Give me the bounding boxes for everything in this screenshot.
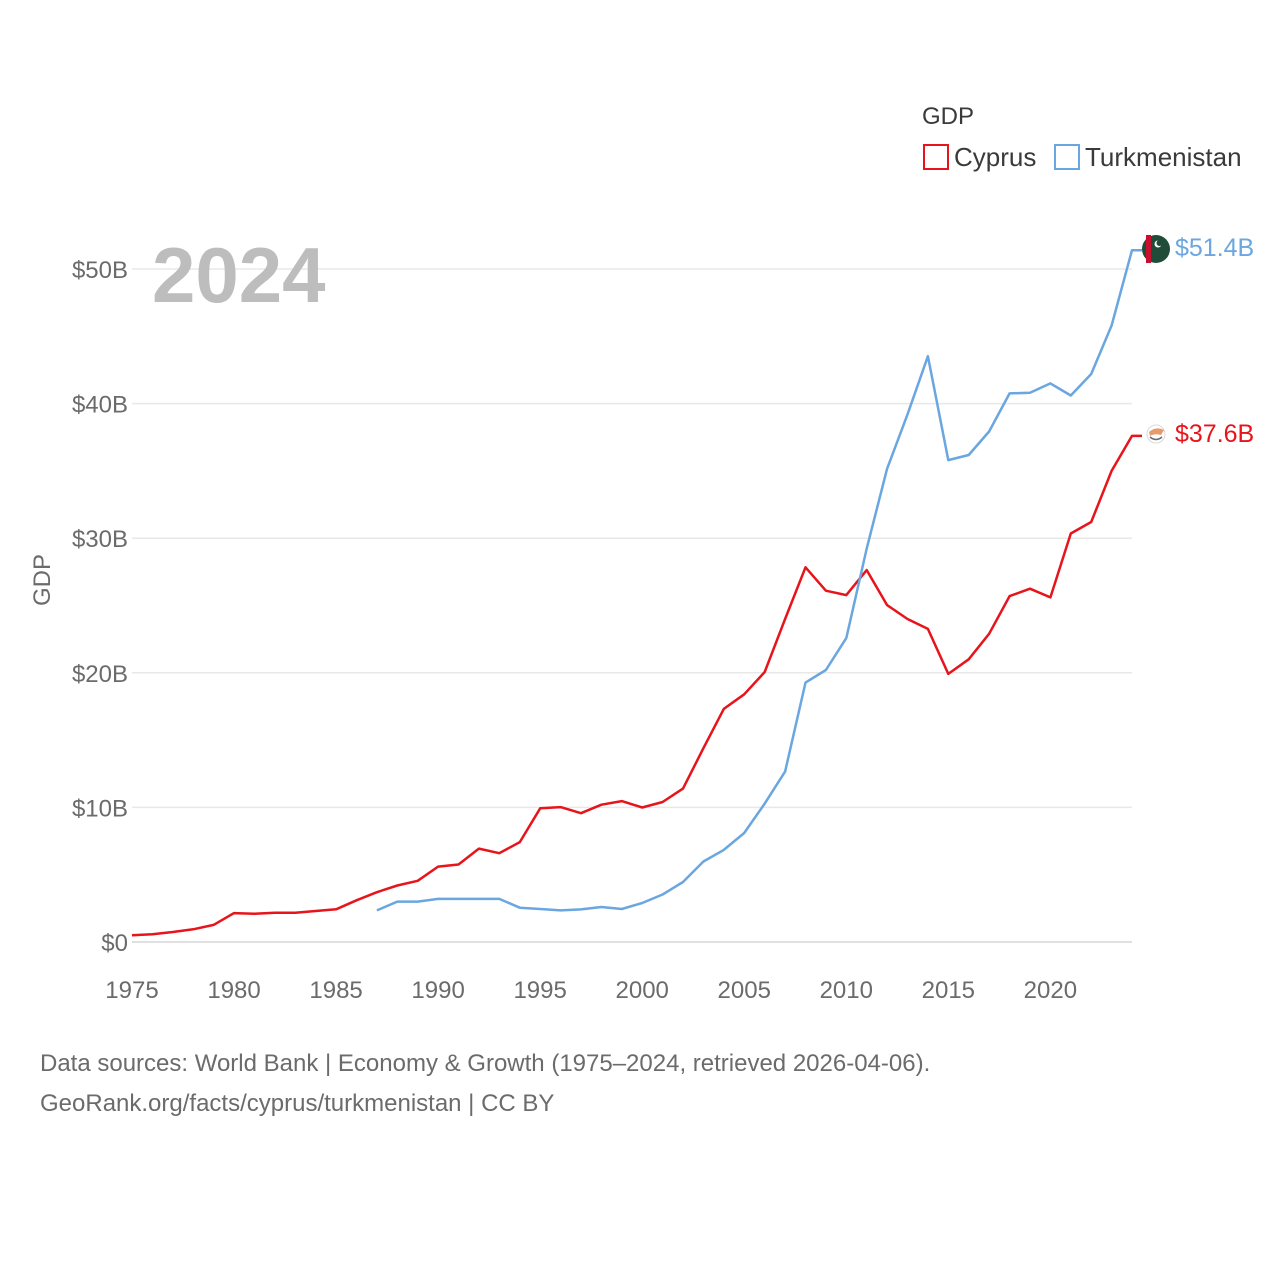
legend-swatch-turkmenistan[interactable]	[1054, 144, 1080, 170]
legend-swatch-cyprus[interactable]	[923, 144, 949, 170]
y-tick-label: $10B	[72, 795, 128, 822]
y-tick-label: $50B	[72, 257, 128, 284]
source-line-2[interactable]: GeoRank.org/facts/cyprus/turkmenistan | …	[40, 1090, 555, 1117]
legend: GDP Cyprus Turkmenistan	[922, 103, 1242, 172]
end-label-turkmenistan: $51.4B	[1175, 234, 1254, 262]
turkmenistan-flag-icon	[1142, 235, 1170, 263]
x-tick-label: 2000	[616, 977, 669, 1004]
y-tick-label: $40B	[72, 392, 128, 419]
grid-lines	[132, 268, 1132, 943]
series-line-cyprus[interactable]	[131, 434, 1142, 937]
source-credit: Data sources: World Bank | Economy & Gro…	[40, 1044, 930, 1124]
end-label-cyprus: $37.6B	[1175, 420, 1254, 448]
x-tick-label: 2005	[718, 977, 771, 1004]
gdp-line-chart: $0$10B$20B$30B$40B$50B 1975 1980 1985 1990 1…	[29, 103, 1254, 1004]
x-tick-label: 2020	[1024, 977, 1077, 1004]
x-tick-label: 1985	[309, 977, 362, 1004]
series-line-turkmenistan[interactable]	[376, 248, 1142, 912]
y-axis-label: GDP	[29, 554, 56, 606]
x-axis-ticks: 1975 1980 1985 1990 1995 2000 2005 2010 2015 2020	[105, 977, 1077, 1004]
legend-title: GDP	[922, 103, 974, 130]
current-year-label: 2024	[152, 231, 326, 319]
x-tick-label: 1975	[105, 977, 158, 1004]
series-lines	[131, 248, 1142, 937]
cyprus-flag-icon	[1146, 424, 1166, 444]
y-tick-label: $30B	[72, 526, 128, 553]
source-line-1: Data sources: World Bank | Economy & Gro…	[40, 1050, 931, 1077]
x-tick-label: 2015	[922, 977, 975, 1004]
legend-label-turkmenistan[interactable]: Turkmenistan	[1085, 142, 1242, 172]
y-tick-label: $0	[101, 930, 128, 957]
x-tick-label: 2010	[820, 977, 873, 1004]
x-tick-label: 1995	[513, 977, 566, 1004]
x-tick-label: 1990	[411, 977, 464, 1004]
legend-label-cyprus[interactable]: Cyprus	[954, 142, 1036, 172]
y-tick-label: $20B	[72, 661, 128, 688]
y-axis-ticks: $0 $10B $20B $30B $40B $50B	[72, 257, 128, 957]
x-tick-label: 1980	[207, 977, 260, 1004]
